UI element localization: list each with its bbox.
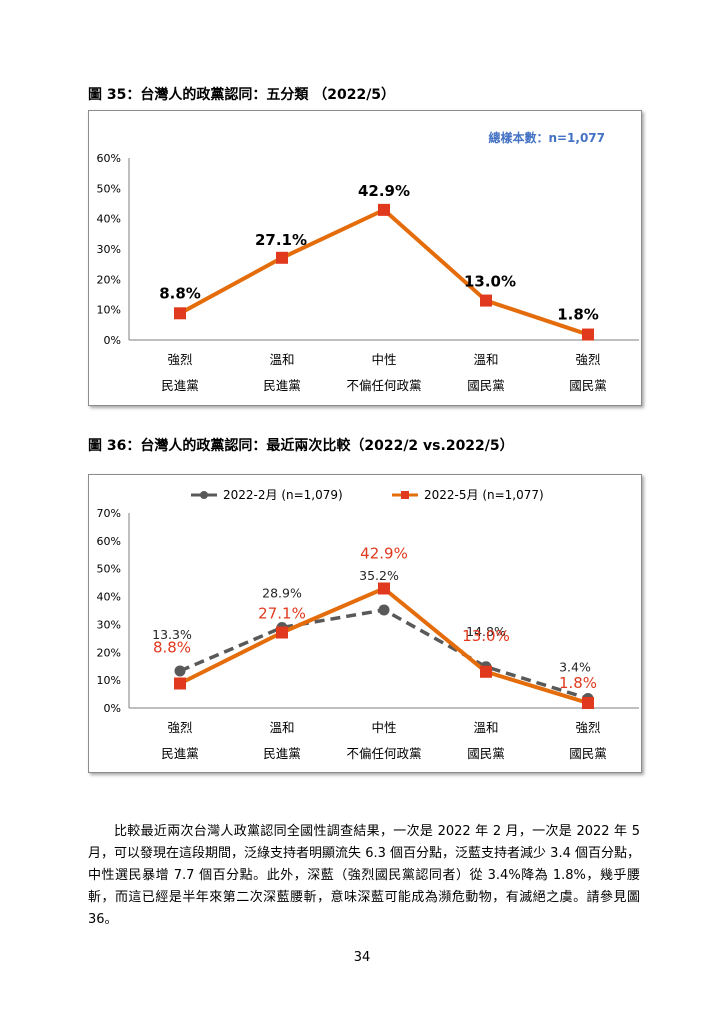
data-label-feb: 13.3% — [152, 627, 192, 642]
x-category-label: 不偏任何政黨 — [346, 378, 421, 393]
x-category-label: 中性 — [371, 720, 396, 735]
x-category-label: 民進黨 — [161, 378, 199, 393]
x-category-label: 溫和 — [473, 720, 498, 735]
x-category-label: 民進黨 — [263, 746, 301, 761]
data-label: 1.8% — [557, 306, 599, 324]
figure-35-chart: 0% 10% 20% 30% 40% 50% 60% 強烈民進黨 溫和民進黨 中性不偏任何政黨 溫和… — [88, 110, 642, 406]
legend-marker-feb — [200, 491, 208, 499]
x-category-label: 民進黨 — [263, 378, 301, 393]
y-tick-label: 30% — [97, 243, 121, 256]
data-point-feb — [378, 604, 390, 616]
legend-marker-may — [401, 491, 409, 499]
x-category-label: 國民黨 — [569, 746, 607, 761]
data-label: 27.1% — [255, 231, 307, 249]
series-line — [179, 207, 589, 337]
page-number: 34 — [353, 950, 371, 965]
legend-label-feb: 2022-2月 (n=1,079) — [223, 488, 343, 502]
y-tick-label: 30% — [97, 618, 121, 631]
x-category-label: 強烈 — [575, 720, 600, 735]
y-tick-label: 10% — [97, 674, 121, 687]
sample-size-note: 總樣本數：n=1,077 — [488, 130, 605, 145]
data-point-may — [174, 677, 186, 690]
body-paragraph: 比較最近兩次台灣人政黨認同全國性調查結果，一次是 2022 年 2 月，一次是 … — [88, 824, 640, 927]
data-label-may: 42.9% — [360, 544, 408, 562]
x-category-label: 溫和 — [269, 720, 294, 735]
data-label: 8.8% — [159, 284, 201, 302]
data-point-marker — [480, 294, 492, 307]
data-label-may: 27.1% — [258, 605, 306, 623]
y-tick-label: 40% — [97, 213, 121, 226]
figure-35-title: 圖 35：台灣人的政黨認同：五分類 （2022/5） — [88, 87, 396, 103]
x-category-label: 國民黨 — [569, 378, 607, 393]
y-tick-label: 0% — [104, 334, 121, 347]
x-category-label: 不偏任何政黨 — [346, 746, 421, 761]
legend-label-may: 2022-5月 (n=1,077) — [424, 488, 544, 502]
data-point-may — [276, 626, 288, 639]
figure-36-title: 圖 36：台灣人的政黨認同：最近兩次比較（2022/2 vs.2022/5） — [88, 438, 514, 454]
x-category-label: 國民黨 — [467, 378, 505, 393]
x-category-label: 強烈 — [167, 352, 192, 367]
data-point-feb — [174, 665, 186, 677]
y-tick-label: 50% — [97, 182, 121, 195]
x-category-label: 強烈 — [167, 720, 192, 735]
y-tick-label: 0% — [104, 702, 121, 715]
figure-36-chart: 0% 10% 20% 30% 40% 50% 60% 70% 強烈民進黨 溫和民進黨 中性不偏任何政… — [88, 474, 642, 773]
data-label-feb: 14.8% — [466, 624, 506, 639]
data-label-may: 1.8% — [559, 674, 597, 692]
data-label-feb: 3.4% — [559, 660, 591, 675]
data-label-may: 8.8% — [153, 638, 191, 656]
data-label: 13.0% — [464, 273, 516, 291]
y-tick-label: 70% — [97, 507, 121, 520]
data-point-may — [480, 665, 492, 678]
data-point-may — [378, 582, 390, 595]
x-category-label: 國民黨 — [467, 746, 505, 761]
y-tick-label: 10% — [97, 304, 121, 317]
x-category-label: 中性 — [371, 352, 396, 367]
y-tick-label: 20% — [97, 273, 121, 286]
x-category-label: 溫和 — [269, 352, 294, 367]
data-point-marker — [378, 203, 390, 216]
x-category-label: 民進黨 — [161, 746, 199, 761]
data-label-feb: 28.9% — [262, 585, 302, 600]
data-label-feb: 35.2% — [359, 568, 399, 583]
data-point-marker — [582, 328, 594, 341]
x-category-label: 溫和 — [473, 352, 498, 367]
y-tick-label: 50% — [97, 563, 121, 576]
data-point-marker — [276, 251, 288, 264]
data-label-may: 13.0% — [462, 627, 510, 645]
x-category-label: 強烈 — [575, 352, 600, 367]
data-label: 42.9% — [358, 182, 410, 200]
y-tick-label: 60% — [97, 535, 121, 548]
data-point-marker — [174, 307, 186, 320]
y-tick-label: 20% — [97, 646, 121, 659]
y-tick-label: 60% — [97, 152, 121, 165]
y-tick-label: 40% — [97, 591, 121, 604]
data-point-may — [582, 696, 594, 709]
